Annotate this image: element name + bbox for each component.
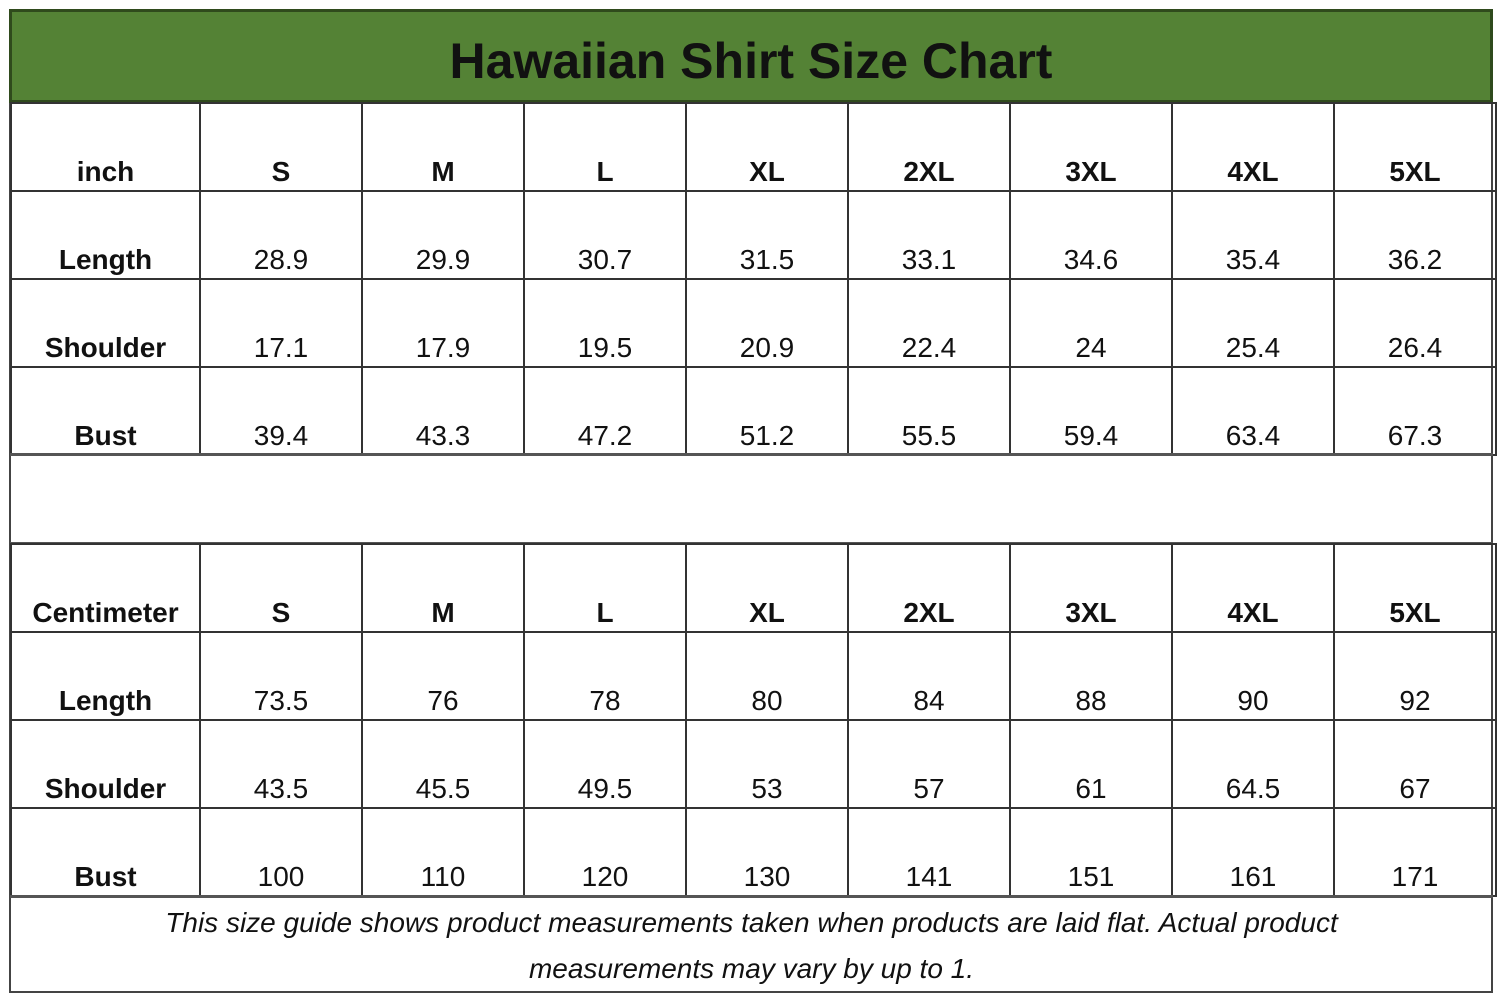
measurement-value: 39.4: [199, 366, 363, 456]
table-row: Bust 100 110 120 130 141 151 161 171: [10, 807, 1497, 897]
measurement-value: 84: [847, 631, 1011, 721]
measurement-value: 17.1: [199, 278, 363, 368]
table-row: Shoulder 17.1 17.9 19.5 20.9 22.4 24 25.4 26.4: [10, 278, 1497, 368]
measurement-value: 90: [1171, 631, 1335, 721]
measurement-value: 151: [1009, 807, 1173, 897]
size-header: M: [361, 543, 525, 633]
measurement-value: 28.9: [199, 190, 363, 280]
measurement-value: 92: [1333, 631, 1497, 721]
size-header: XL: [685, 543, 849, 633]
measurement-value: 76: [361, 631, 525, 721]
measurement-value: 67.3: [1333, 366, 1497, 456]
table-row: Bust 39.4 43.3 47.2 51.2 55.5 59.4 63.4 67.3: [10, 366, 1497, 456]
measurement-value: 33.1: [847, 190, 1011, 280]
measurement-value: 19.5: [523, 278, 687, 368]
measurement-value: 64.5: [1171, 719, 1335, 809]
size-header: 2XL: [847, 543, 1011, 633]
measurement-value: 100: [199, 807, 363, 897]
measurement-value: 73.5: [199, 631, 363, 721]
measurement-value: 24: [1009, 278, 1173, 368]
page-title: Hawaiian Shirt Size Chart: [9, 9, 1493, 103]
measurement-value: 171: [1333, 807, 1497, 897]
measurement-value: 63.4: [1171, 366, 1335, 456]
size-header: 2XL: [847, 102, 1011, 192]
header-row: Centimeter S M L XL 2XL 3XL 4XL 5XL: [10, 543, 1497, 633]
measurement-value: 53: [685, 719, 849, 809]
measurement-label: Bust: [10, 807, 201, 897]
size-header: 4XL: [1171, 102, 1335, 192]
table-row: Length 73.5 76 78 80 84 88 90 92: [10, 631, 1497, 721]
size-header: S: [199, 102, 363, 192]
measurement-label: Length: [10, 631, 201, 721]
measurement-value: 17.9: [361, 278, 525, 368]
measurement-value: 35.4: [1171, 190, 1335, 280]
measurement-note: This size guide shows product measuremen…: [10, 895, 1493, 993]
measurement-label: Length: [10, 190, 201, 280]
measurement-value: 110: [361, 807, 525, 897]
size-header: 4XL: [1171, 543, 1335, 633]
measurement-value: 34.6: [1009, 190, 1173, 280]
size-header: L: [523, 102, 687, 192]
measurement-value: 30.7: [523, 190, 687, 280]
size-header: XL: [685, 102, 849, 192]
header-row: inch S M L XL 2XL 3XL 4XL 5XL: [10, 102, 1497, 192]
measurement-value: 161: [1171, 807, 1335, 897]
size-header: 3XL: [1009, 543, 1173, 633]
measurement-value: 36.2: [1333, 190, 1497, 280]
measurement-value: 55.5: [847, 366, 1011, 456]
measurement-value: 49.5: [523, 719, 687, 809]
measurement-value: 25.4: [1171, 278, 1335, 368]
measurement-value: 43.3: [361, 366, 525, 456]
table-row: Length 28.9 29.9 30.7 31.5 33.1 34.6 35.4 36.2: [10, 190, 1497, 280]
inch-size-table: inch S M L XL 2XL 3XL 4XL 5XL Length 28.9 29.9 30.7 3…: [10, 102, 1497, 456]
table-spacer: [10, 453, 1493, 545]
measurement-label: Shoulder: [10, 278, 201, 368]
measurement-value: 67: [1333, 719, 1497, 809]
measurement-value: 61: [1009, 719, 1173, 809]
measurement-value: 88: [1009, 631, 1173, 721]
measurement-value: 20.9: [685, 278, 849, 368]
table-row: Shoulder 43.5 45.5 49.5 53 57 61 64.5 67: [10, 719, 1497, 809]
measurement-label: Shoulder: [10, 719, 201, 809]
measurement-value: 78: [523, 631, 687, 721]
size-header: S: [199, 543, 363, 633]
measurement-value: 141: [847, 807, 1011, 897]
size-header: L: [523, 543, 687, 633]
measurement-label: Bust: [10, 366, 201, 456]
size-header: 5XL: [1333, 543, 1497, 633]
measurement-value: 120: [523, 807, 687, 897]
measurement-value: 130: [685, 807, 849, 897]
measurement-value: 22.4: [847, 278, 1011, 368]
measurement-value: 51.2: [685, 366, 849, 456]
measurement-value: 47.2: [523, 366, 687, 456]
measurement-value: 57: [847, 719, 1011, 809]
centimeter-size-table: Centimeter S M L XL 2XL 3XL 4XL 5XL Length 73.5 76 7…: [10, 543, 1497, 897]
measurement-value: 80: [685, 631, 849, 721]
size-header: M: [361, 102, 525, 192]
size-header: 5XL: [1333, 102, 1497, 192]
unit-label: inch: [10, 102, 201, 192]
measurement-value: 59.4: [1009, 366, 1173, 456]
measurement-value: 31.5: [685, 190, 849, 280]
measurement-value: 43.5: [199, 719, 363, 809]
measurement-value: 29.9: [361, 190, 525, 280]
size-header: 3XL: [1009, 102, 1173, 192]
measurement-value: 45.5: [361, 719, 525, 809]
measurement-value: 26.4: [1333, 278, 1497, 368]
unit-label: Centimeter: [10, 543, 201, 633]
